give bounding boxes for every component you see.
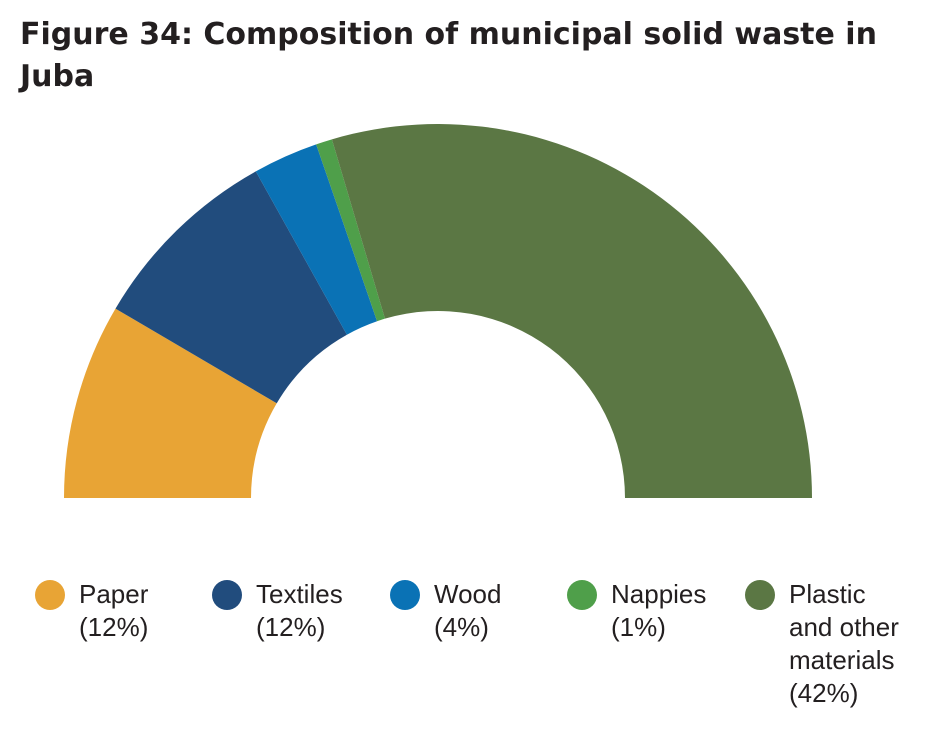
legend-item-textiles: Textiles (12%) — [212, 578, 376, 644]
semi-donut-chart — [64, 123, 812, 498]
legend-swatch-wood — [390, 580, 420, 610]
slice-wood — [255, 144, 378, 335]
chart-title: Figure 34: Composition of municipal soli… — [20, 17, 877, 94]
slice-plastic — [331, 123, 812, 498]
legend-label-nappies: Nappies — [611, 579, 707, 609]
legend-swatch-paper — [35, 580, 65, 610]
legend-item-nappies: Nappies (1%) — [567, 578, 731, 644]
legend-swatch-nappies — [567, 580, 597, 610]
slice-nappies — [316, 139, 385, 322]
legend-value-wood: (4%) — [434, 612, 489, 642]
legend-value-nappies: (1%) — [611, 612, 666, 642]
legend-value-paper: (12%) — [79, 612, 149, 642]
legend-label-paper: Paper — [79, 579, 149, 609]
legend-swatch-textiles — [212, 580, 242, 610]
legend-label-plastic: Plastic and other materials — [789, 579, 899, 675]
legend-value-textiles: (12%) — [256, 612, 326, 642]
legend-item-paper: Paper (12%) — [35, 578, 199, 644]
legend-value-plastic: (42%) — [789, 678, 859, 708]
legend-item-plastic: Plastic and other materials (42%) — [745, 578, 909, 710]
slice-paper — [64, 308, 277, 498]
legend-swatch-plastic — [745, 580, 775, 610]
legend-label-wood: Wood — [434, 579, 502, 609]
legend-item-wood: Wood (4%) — [390, 578, 554, 644]
legend-label-textiles: Textiles — [256, 579, 343, 609]
slice-textiles — [115, 171, 347, 404]
